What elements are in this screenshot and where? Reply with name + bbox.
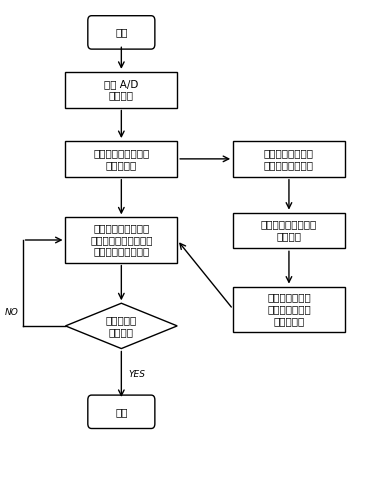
Bar [233, 287, 345, 332]
Bar [65, 217, 177, 263]
Text: 把这个解释的相
关参数输出到控
制信号接口: 把这个解释的相 关参数输出到控 制信号接口 [267, 293, 311, 326]
Bar [65, 141, 177, 177]
Text: 确立实际设计需求，
进行解释: 确立实际设计需求， 进行解释 [261, 220, 317, 241]
Bar [233, 141, 345, 177]
Text: 确定 A/D
采样周期: 确定 A/D 采样周期 [104, 79, 138, 100]
FancyBboxPatch shape [88, 16, 155, 49]
Text: 结束: 结束 [115, 407, 127, 417]
Text: 取得循环寄存器计
数的时候的当前值: 取得循环寄存器计 数的时候的当前值 [264, 148, 314, 169]
Text: 根据实际通道设计编
码要求，确立循环的设
计规则进行计数编码: 根据实际通道设计编 码要求，确立循环的设 计规则进行计数编码 [90, 223, 153, 257]
Text: YES: YES [129, 370, 146, 379]
Text: 确立循环相关的寄存
器及其参数: 确立循环相关的寄存 器及其参数 [93, 148, 150, 169]
Text: 开始: 开始 [115, 27, 127, 37]
Text: NO: NO [5, 308, 19, 317]
Polygon shape [65, 303, 177, 348]
Bar [65, 72, 177, 108]
Text: 是否停止通
道循环？: 是否停止通 道循环？ [106, 315, 137, 336]
Bar [233, 213, 345, 248]
FancyBboxPatch shape [88, 395, 155, 429]
